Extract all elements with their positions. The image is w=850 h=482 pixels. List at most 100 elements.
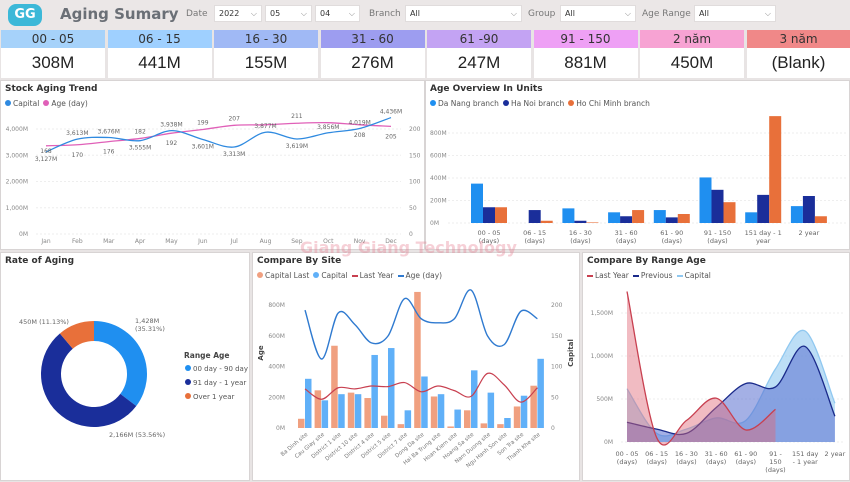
bar xyxy=(322,400,329,428)
bar xyxy=(541,221,553,223)
y-tick-label: 600M xyxy=(430,153,447,160)
age-data-label: 207 xyxy=(228,115,240,122)
y2-tick-label: 0 xyxy=(551,425,555,432)
bar xyxy=(305,379,312,428)
bar xyxy=(355,394,362,428)
x-tick-label: Feb xyxy=(72,238,83,245)
bar xyxy=(529,210,541,223)
x-tick-label: Jan xyxy=(40,238,50,245)
age-range-select[interactable]: All⌵ xyxy=(694,5,776,22)
year-value: 2022 xyxy=(219,9,239,18)
kpi-value: 881M xyxy=(534,48,638,78)
bar xyxy=(438,394,445,428)
bar xyxy=(803,196,815,223)
x-tick-label: 06 - 15(days) xyxy=(645,450,668,466)
branch-select[interactable]: All⌵ xyxy=(405,5,522,22)
bar xyxy=(348,393,355,428)
bar xyxy=(574,221,586,223)
bar xyxy=(388,348,395,428)
x-tick-label: 31 - 60(days) xyxy=(705,450,728,466)
kpi-label: 16 - 30 xyxy=(214,30,318,48)
capital-data-label: 3,601M xyxy=(192,143,214,150)
bar xyxy=(331,346,338,428)
bar xyxy=(381,416,388,428)
y2-tick-label: 150 xyxy=(409,152,421,159)
bar xyxy=(421,376,428,428)
capital-data-label: 4,019M xyxy=(348,120,370,127)
branch-filter-label: Branch xyxy=(369,9,401,19)
group-select[interactable]: All⌵ xyxy=(560,5,636,22)
bar xyxy=(315,390,322,428)
y-tick-label: 1,000M xyxy=(591,353,613,360)
kpi-label: 31 - 60 xyxy=(321,30,425,48)
bar xyxy=(504,418,511,428)
capital-data-label: 3,127M xyxy=(35,156,57,163)
capital-data-label: 3,676M xyxy=(98,129,120,136)
kpi-value: (Blank) xyxy=(747,48,850,78)
year-select[interactable]: 2022⌵ xyxy=(214,5,262,22)
x-tick-label: Nov xyxy=(354,238,366,245)
bar xyxy=(537,359,544,428)
bar xyxy=(654,210,666,223)
chevron-down-icon: ⌵ xyxy=(511,6,517,21)
x-tick-label: 16 - 30(days) xyxy=(675,450,698,466)
bar xyxy=(757,195,769,223)
x-tick-label: Oct xyxy=(323,238,334,245)
bar xyxy=(338,394,345,428)
y-tick-label: 200M xyxy=(268,394,285,401)
bar xyxy=(364,398,371,428)
day-select[interactable]: 04⌵ xyxy=(315,5,360,22)
x-tick-label: Apr xyxy=(135,238,146,245)
kpi-value: 276M xyxy=(321,48,425,78)
y-tick-label: 800M xyxy=(268,302,285,309)
bar xyxy=(431,396,438,428)
slice-label: 450M (11.13%) xyxy=(19,318,69,326)
x-tick-label: 91 -150(days) xyxy=(765,450,785,474)
capital-data-label: 3,877M xyxy=(254,123,276,130)
kpi-value: 247M xyxy=(427,48,531,78)
bar xyxy=(666,217,678,223)
y2-tick-label: 50 xyxy=(409,205,417,212)
bar xyxy=(483,207,495,223)
age-data-label: 170 xyxy=(72,152,84,159)
group-filter-label: Group xyxy=(528,9,555,19)
x-tick-label: 2 year xyxy=(799,229,820,237)
month-select[interactable]: 05⌵ xyxy=(265,5,312,22)
bar xyxy=(712,190,724,223)
bar xyxy=(678,214,690,223)
legend-dot-icon xyxy=(185,379,191,385)
y-tick-label: 400M xyxy=(268,364,285,371)
x-tick-label: 61 - 90(days) xyxy=(660,229,683,245)
age-range-value: All xyxy=(699,9,709,18)
bar xyxy=(471,184,483,223)
x-tick-label: 16 - 30(days) xyxy=(569,229,592,245)
y-tick-label: 3,000M xyxy=(6,152,28,159)
kpi-label: 00 - 05 xyxy=(1,30,105,48)
capital-data-label: 3,619M xyxy=(286,143,308,150)
bar xyxy=(488,393,495,428)
capital-data-label: 3,856M xyxy=(317,124,339,131)
slice-label: 1,428M(35.31%) xyxy=(135,317,165,333)
y2-tick-label: 150 xyxy=(551,333,563,340)
chevron-down-icon: ⌵ xyxy=(625,6,631,21)
age-range-filter-label: Age Range xyxy=(642,9,691,19)
day-value: 04 xyxy=(320,9,330,18)
y-tick-label: 500M xyxy=(596,396,613,403)
rate-donut-chart: 1,428M(35.31%)2,166M (53.56%)450M (11.13… xyxy=(1,253,251,482)
x-tick-label: 00 - 05(days) xyxy=(615,450,638,466)
kpi-value: 441M xyxy=(108,48,212,78)
y2-tick-label: 100 xyxy=(551,364,563,371)
x-tick-label: 31 - 60(days) xyxy=(615,229,638,245)
bar xyxy=(608,212,620,223)
x-tick-label: Jul xyxy=(230,238,239,245)
bar xyxy=(447,426,454,428)
y2-tick-label: 200 xyxy=(409,126,421,133)
